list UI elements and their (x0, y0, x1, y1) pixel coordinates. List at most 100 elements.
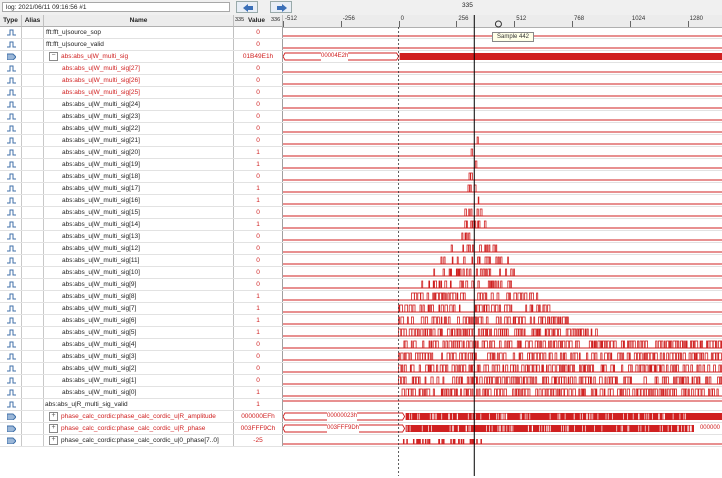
signal-row[interactable]: abs:abs_u|W_multi_sig[26]0 (0, 75, 722, 87)
expand-toggle-icon[interactable]: − (49, 52, 58, 61)
signal-waveform[interactable] (283, 267, 722, 278)
signal-row[interactable]: abs:abs_u|W_multi_sig[13]0 (0, 231, 722, 243)
signal-waveform[interactable] (283, 183, 722, 194)
waveform-pulse (525, 389, 528, 396)
signal-waveform[interactable] (283, 375, 722, 386)
signal-row[interactable]: abs:abs_u|W_multi_sig[9]0 (0, 279, 722, 291)
signal-value: 1 (234, 195, 283, 206)
column-header-value[interactable]: 335 Value 336 (234, 15, 283, 27)
expand-toggle-icon[interactable]: + (49, 412, 58, 421)
signal-waveform[interactable] (283, 159, 722, 170)
signal-row[interactable]: abs:abs_u|W_multi_sig[23]0 (0, 111, 722, 123)
signal-waveform[interactable] (283, 255, 722, 266)
column-header-alias[interactable]: Alias (22, 15, 44, 27)
waveform-pulse (444, 257, 445, 264)
signal-waveform[interactable] (283, 231, 722, 242)
signal-row[interactable]: +phase_calc_cordic:phase_calc_cordic_u|R… (0, 411, 722, 423)
signal-waveform[interactable] (283, 435, 722, 446)
bus-transition (498, 426, 499, 432)
signal-row[interactable]: abs:abs_u|W_multi_sig[7]1 (0, 303, 722, 315)
signal-waveform[interactable] (283, 219, 722, 230)
next-button[interactable] (270, 1, 292, 13)
column-header-name[interactable]: Name (44, 15, 234, 27)
log-selector[interactable]: log: 2021/06/11 09:16:56 #1 (2, 2, 230, 12)
signal-waveform[interactable] (283, 243, 722, 254)
waveform-pulse (511, 269, 512, 276)
signal-waveform[interactable] (283, 315, 722, 326)
signal-waveform[interactable] (283, 171, 722, 182)
signal-row[interactable]: abs:abs_u|W_multi_sig[20]1 (0, 147, 722, 159)
signal-row[interactable]: abs:abs_u|W_multi_sig[16]1 (0, 195, 722, 207)
waveform-pulse (513, 377, 515, 384)
signal-waveform[interactable] (283, 339, 722, 350)
signal-waveform[interactable] (283, 351, 722, 362)
prev-button[interactable] (236, 1, 258, 13)
signal-row[interactable]: abs:abs_u|W_multi_sig[25]0 (0, 87, 722, 99)
waveform-pulse (446, 341, 448, 348)
signal-waveform[interactable] (283, 291, 722, 302)
signal-row[interactable]: abs:abs_u|W_multi_sig[24]0 (0, 99, 722, 111)
waveform-pulse (624, 341, 625, 348)
expand-toggle-icon[interactable]: + (49, 424, 58, 433)
waveform-pulse (692, 341, 694, 348)
signal-row[interactable]: abs:abs_u|W_multi_sig[17]1 (0, 183, 722, 195)
signal-row[interactable]: abs:abs_u|W_multi_sig[0]1 (0, 387, 722, 399)
signal-waveform[interactable] (283, 195, 722, 206)
bus-transition (449, 414, 450, 420)
signal-row[interactable]: abs:abs_u|W_multi_sig[5]1 (0, 327, 722, 339)
waveform-pulse (686, 389, 687, 396)
signal-node-icon (7, 401, 16, 408)
signal-type-cell (0, 219, 22, 230)
signal-waveform[interactable] (283, 279, 722, 290)
waveform-trace (283, 99, 722, 110)
signal-waveform[interactable] (283, 363, 722, 374)
signal-row[interactable]: abs:abs_u|W_multi_sig[15]0 (0, 207, 722, 219)
signal-row[interactable]: abs:abs_u|W_multi_sig[22]0 (0, 123, 722, 135)
signal-name: +phase_calc_cordic:phase_calc_cordic_u|0… (44, 435, 234, 446)
bus-transition (627, 414, 628, 420)
signal-row[interactable]: abs:abs_u|W_multi_sig[14]1 (0, 219, 722, 231)
signal-waveform[interactable] (283, 327, 722, 338)
waveform-pulse (497, 293, 499, 300)
signal-waveform[interactable] (283, 207, 722, 218)
signal-row[interactable]: abs:abs_u|W_multi_sig[1]0 (0, 375, 722, 387)
signal-row[interactable]: abs:abs_u|W_multi_sig[3]0 (0, 351, 722, 363)
signal-waveform[interactable] (283, 399, 722, 410)
signal-name: abs:abs_u|W_multi_sig[2] (44, 363, 234, 374)
signal-row[interactable]: abs:abs_u|W_multi_sig[18]0 (0, 171, 722, 183)
signal-waveform[interactable]: 00004E2h (283, 51, 722, 62)
signal-row[interactable]: abs:abs_u|W_multi_sig[2]0 (0, 363, 722, 375)
signal-row[interactable]: +phase_calc_cordic:phase_calc_cordic_u|R… (0, 423, 722, 435)
waveform-pulse (423, 341, 424, 348)
signal-waveform[interactable] (283, 123, 722, 134)
signal-row[interactable]: abs:abs_u|W_multi_sig[10]0 (0, 267, 722, 279)
waveform-pulse (445, 317, 446, 324)
signal-waveform[interactable] (283, 147, 722, 158)
signal-row[interactable]: abs:abs_u|W_multi_sig[27]0 (0, 63, 722, 75)
signal-row[interactable]: abs:abs_u|W_multi_sig[11]0 (0, 255, 722, 267)
waveform-pulse (507, 329, 508, 336)
signal-waveform[interactable] (283, 111, 722, 122)
signal-waveform[interactable] (283, 87, 722, 98)
signal-waveform[interactable] (283, 63, 722, 74)
signal-row[interactable]: +phase_calc_cordic:phase_calc_cordic_u|0… (0, 435, 722, 447)
signal-waveform[interactable] (283, 99, 722, 110)
signal-waveform[interactable] (283, 387, 722, 398)
column-header-type[interactable]: Type (0, 15, 22, 27)
signal-row[interactable]: abs:abs_u|W_multi_sig[12]0 (0, 243, 722, 255)
signal-row[interactable]: abs:abs_u|W_multi_sig[19]1 (0, 159, 722, 171)
signal-waveform[interactable] (283, 75, 722, 86)
expand-toggle-icon[interactable]: + (49, 436, 58, 445)
signal-row[interactable]: abs:abs_u|W_multi_sig[4]0 (0, 339, 722, 351)
signal-waveform[interactable] (283, 135, 722, 146)
signal-row[interactable]: abs:abs_u|W_multi_sig[8]1 (0, 291, 722, 303)
signal-waveform[interactable] (283, 303, 722, 314)
signal-row[interactable]: abs:abs_u|W_multi_sig[6]1 (0, 315, 722, 327)
signal-row[interactable]: abs:abs_u|W_multi_sig[21]0 (0, 135, 722, 147)
signal-waveform[interactable]: 00000023h (283, 411, 722, 422)
